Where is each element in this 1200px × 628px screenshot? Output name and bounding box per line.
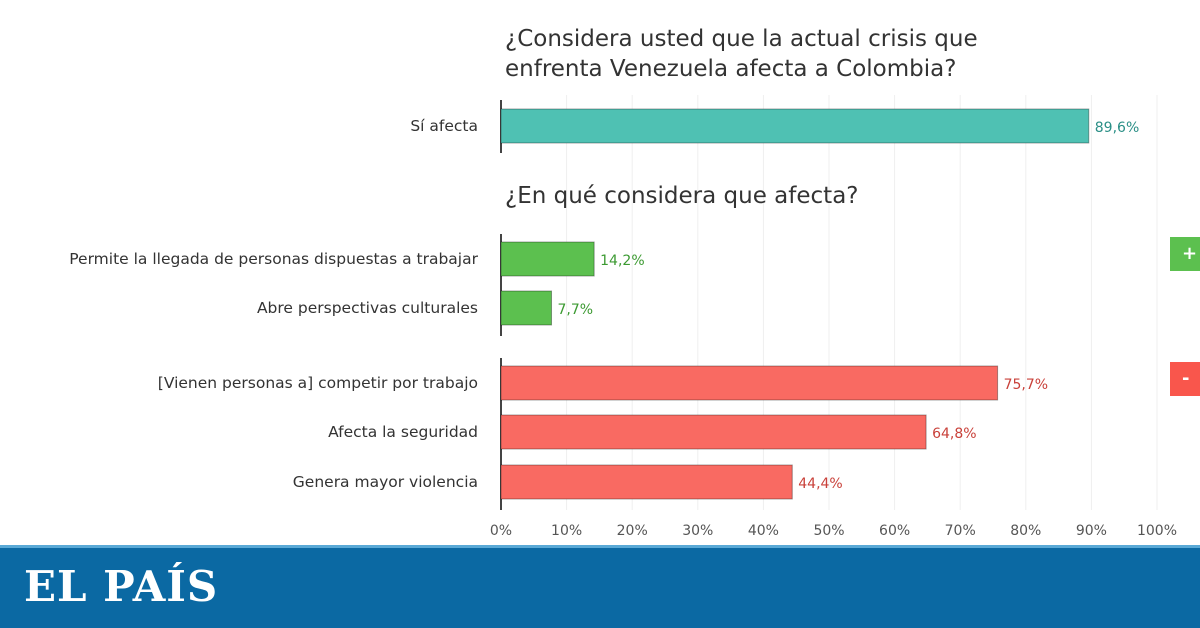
category-label: Permite la llegada de personas dispuesta… [69,250,478,268]
data-label: 89,6% [1095,120,1139,136]
category-label: Genera mayor violencia [293,473,478,491]
x-tick-label: 0% [490,523,512,539]
x-tick-label: 80% [1010,523,1041,539]
bar [500,414,927,450]
category-label: Afecta la seguridad [328,423,478,441]
data-label: 7,7% [558,302,594,318]
x-tick-label: 50% [813,523,844,539]
x-tick-label: 30% [682,523,713,539]
negative-badge: - [1170,362,1200,396]
x-tick-label: 100% [1137,523,1177,539]
bar [500,464,793,500]
bar [500,365,999,401]
bar [500,290,553,326]
data-label: 14,2% [600,253,644,269]
chart-subtitle: ¿En qué considera que afecta? [505,183,859,209]
footer: EL PAÍS [0,545,1200,628]
x-tick-label: 90% [1076,523,1107,539]
category-label: Sí afecta [410,117,478,135]
chart: 0% 10% 20% 30% 40% 50% 60% 70% 80% 90% 100% ¿Consid… [69,26,1177,539]
bar [500,108,1090,144]
data-label: 44,4% [798,476,842,492]
chart-title: ¿Considera usted que la actual crisis qu… [505,26,978,82]
x-tick-label: 60% [879,523,910,539]
x-tick-label: 40% [748,523,779,539]
category-label: [Vienen personas a] competir por trabajo [158,374,478,392]
category-label: Abre perspectivas culturales [257,299,478,317]
el-pais-logo: EL PAÍS [24,562,219,611]
bar [500,241,595,277]
positive-badge: + [1170,237,1200,271]
data-label: 64,8% [932,426,976,442]
x-tick-label: 10% [551,523,582,539]
data-label: 75,7% [1004,377,1048,393]
x-tick-label: 20% [617,523,648,539]
x-tick-label: 70% [945,523,976,539]
